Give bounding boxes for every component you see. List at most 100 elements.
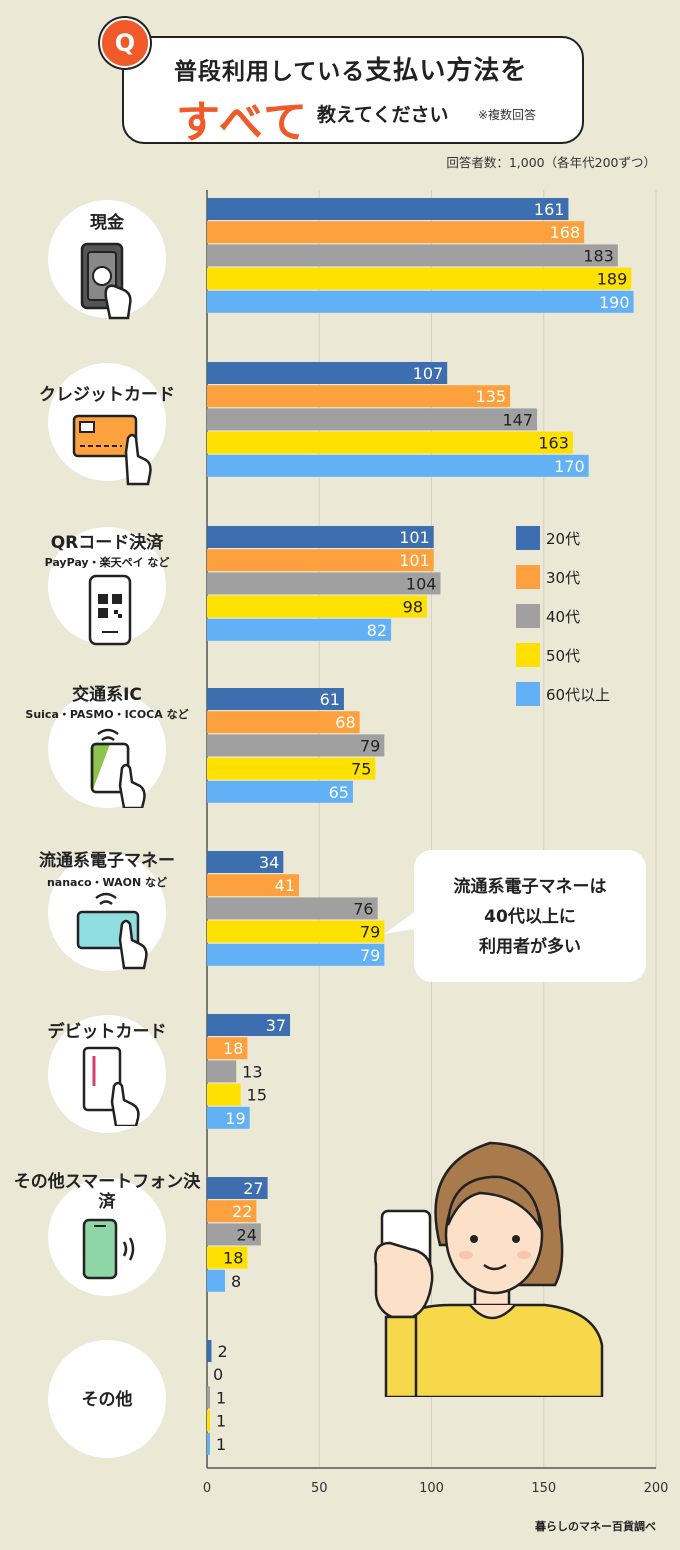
bar-7-0 bbox=[207, 1340, 212, 1362]
data-label-4-1: 41 bbox=[275, 876, 295, 895]
bar-5-2 bbox=[207, 1060, 237, 1083]
data-label-2-4: 82 bbox=[367, 621, 387, 640]
category-label-5: デビットカード bbox=[47, 1022, 167, 1042]
bar-0-0 bbox=[207, 198, 569, 220]
transit-ic-icon bbox=[90, 728, 146, 808]
x-tick-label-100: 100 bbox=[419, 1481, 444, 1496]
bar-7-4 bbox=[207, 1432, 210, 1455]
qr-phone-icon bbox=[88, 574, 132, 646]
bar-0-4 bbox=[207, 290, 634, 313]
data-label-5-2: 13 bbox=[242, 1062, 262, 1081]
data-label-6-3: 18 bbox=[223, 1249, 243, 1268]
bar-3-1 bbox=[207, 711, 360, 734]
bar-2-4 bbox=[207, 618, 392, 641]
bar-5-4 bbox=[207, 1106, 250, 1129]
data-label-2-1: 101 bbox=[399, 551, 430, 570]
legend-swatch-50s bbox=[516, 643, 540, 667]
bar-5-0 bbox=[207, 1014, 291, 1036]
bar-0-1 bbox=[207, 221, 585, 244]
callout-line3: 利用者が多い bbox=[479, 937, 581, 957]
callout-line2: 40代以上に bbox=[484, 907, 576, 927]
bar-5-1 bbox=[207, 1037, 248, 1060]
bar-1-1 bbox=[207, 385, 511, 408]
data-label-3-3: 75 bbox=[351, 760, 371, 779]
title-emphasis: すべて bbox=[176, 97, 310, 148]
title-line1b: 支払い方法を bbox=[365, 56, 528, 86]
data-label-7-3: 1 bbox=[216, 1412, 226, 1431]
x-tick-label-50: 50 bbox=[311, 1481, 328, 1496]
bar-7-2 bbox=[207, 1386, 210, 1409]
category-sublabel-2: PayPay・楽天ペイ など bbox=[44, 556, 170, 569]
data-label-6-4: 8 bbox=[231, 1272, 241, 1291]
data-label-4-0: 34 bbox=[259, 853, 279, 872]
data-label-2-0: 101 bbox=[399, 528, 430, 547]
bar-2-3 bbox=[207, 595, 428, 618]
bar-3-4 bbox=[207, 780, 353, 803]
q-badge: Q bbox=[100, 18, 150, 68]
data-label-1-0: 107 bbox=[413, 364, 444, 383]
data-label-4-2: 76 bbox=[353, 899, 373, 918]
bar-6-2 bbox=[207, 1223, 261, 1246]
legend-label-60s: 60代以上 bbox=[546, 686, 611, 704]
legend-label-30s: 30代 bbox=[546, 569, 581, 587]
smartphone-icon bbox=[82, 1218, 135, 1280]
category-circle-other bbox=[48, 1340, 166, 1458]
category-label-4: 流通系電子マネー bbox=[39, 851, 175, 871]
data-label-3-0: 61 bbox=[320, 690, 340, 709]
category-label-6: その他スマートフォン決済 bbox=[13, 1172, 201, 1212]
x-tick-label-150: 150 bbox=[531, 1481, 556, 1496]
data-label-6-0: 27 bbox=[243, 1179, 263, 1198]
bar-7-3 bbox=[207, 1409, 210, 1432]
data-label-4-3: 79 bbox=[360, 923, 380, 942]
legend-item-60s: 60代以上 bbox=[516, 682, 656, 708]
bar-0-2 bbox=[207, 244, 618, 267]
legend-label-50s: 50代 bbox=[546, 647, 581, 665]
category-sublabel-3: Suica・PASMO・ICOCA など bbox=[25, 708, 189, 721]
data-label-2-3: 98 bbox=[403, 598, 423, 617]
data-label-7-0: 2 bbox=[217, 1342, 227, 1361]
bar-6-1 bbox=[207, 1200, 257, 1223]
data-label-0-2: 183 bbox=[583, 246, 614, 265]
data-label-3-4: 65 bbox=[329, 783, 349, 802]
bar-2-0 bbox=[207, 526, 434, 548]
data-label-2-2: 104 bbox=[406, 574, 437, 593]
data-label-3-1: 68 bbox=[335, 713, 355, 732]
category-label-7: その他 bbox=[81, 1390, 133, 1410]
x-tick-label-200: 200 bbox=[644, 1481, 669, 1496]
title-line2: 教えてください bbox=[317, 104, 449, 126]
bar-4-3 bbox=[207, 920, 385, 943]
bar-3-2 bbox=[207, 734, 385, 757]
legend-item-20s: 20代 bbox=[516, 526, 656, 552]
bar-1-4 bbox=[207, 454, 589, 477]
data-label-1-3: 163 bbox=[538, 434, 569, 453]
data-label-3-2: 79 bbox=[360, 736, 380, 755]
x-tick-label-0: 0 bbox=[203, 1481, 211, 1496]
data-label-7-1: 0 bbox=[213, 1365, 223, 1384]
credit-card-icon bbox=[72, 414, 152, 486]
bar-5-3 bbox=[207, 1083, 241, 1106]
callout-bubble bbox=[414, 850, 646, 982]
bar-4-0 bbox=[207, 851, 284, 873]
legend-item-50s: 50代 bbox=[516, 643, 656, 669]
category-sublabel-4: nanaco・WAON など bbox=[46, 876, 168, 889]
data-label-1-4: 170 bbox=[554, 457, 585, 476]
data-label-5-1: 18 bbox=[223, 1039, 243, 1058]
category-label-3: 交通系IC bbox=[72, 685, 142, 705]
bar-4-4 bbox=[207, 943, 385, 966]
bar-1-0 bbox=[207, 362, 448, 384]
legend-swatch-40s bbox=[516, 604, 540, 628]
cash-icon bbox=[80, 242, 132, 320]
data-label-5-0: 37 bbox=[266, 1016, 286, 1035]
bar-6-0 bbox=[207, 1177, 268, 1199]
bar-0-3 bbox=[207, 267, 632, 290]
bar-2-2 bbox=[207, 572, 441, 595]
debit-card-icon bbox=[82, 1046, 140, 1126]
data-label-4-4: 79 bbox=[360, 946, 380, 965]
title-note: ※複数回答 bbox=[478, 108, 537, 122]
bar-6-4 bbox=[207, 1269, 225, 1292]
callout-line1: 流通系電子マネーは bbox=[453, 877, 607, 897]
data-label-7-4: 1 bbox=[216, 1435, 226, 1454]
bar-4-1 bbox=[207, 874, 300, 897]
bar-4-2 bbox=[207, 897, 378, 920]
